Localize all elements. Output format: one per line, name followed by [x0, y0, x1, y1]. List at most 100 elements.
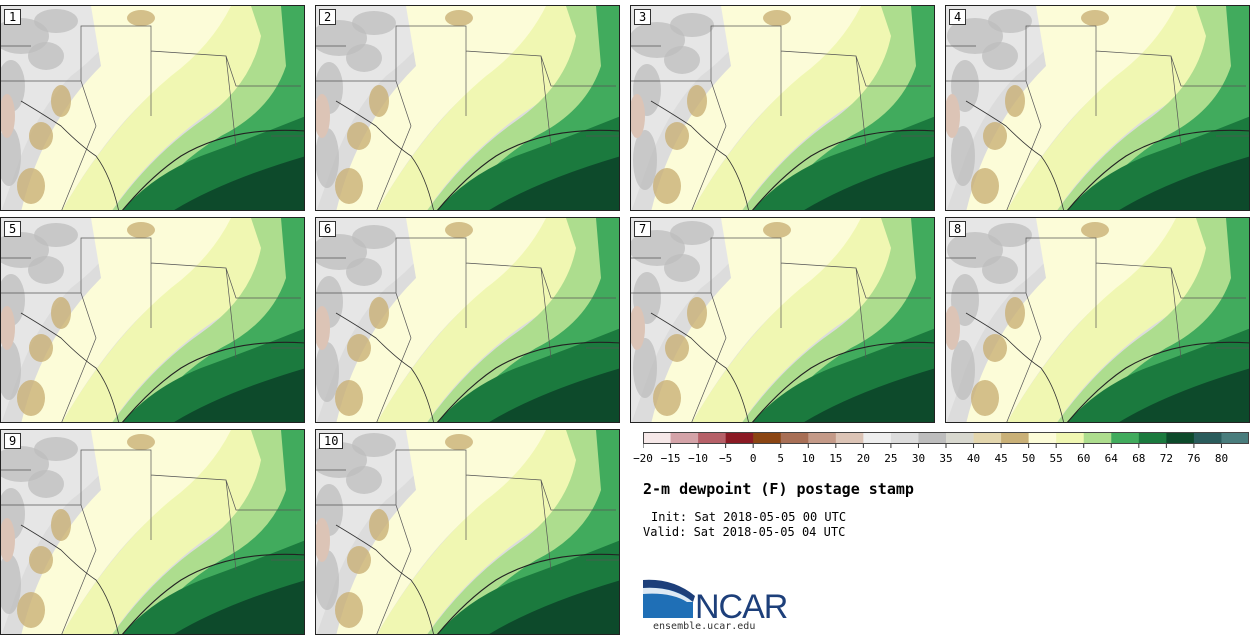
moisture-band	[62, 6, 304, 210]
moisture-band	[1057, 218, 1249, 422]
colorbar-tick-label: 20	[856, 452, 870, 465]
dry-region	[982, 256, 1018, 284]
colorbar-tick-label: 25	[884, 452, 898, 465]
colorbar-swatch	[1166, 432, 1195, 444]
moisture-band	[21, 6, 304, 210]
moisture-band	[1057, 6, 1249, 210]
moisture-band	[489, 156, 619, 210]
dry-region	[316, 128, 339, 188]
moisture-band	[1007, 218, 1249, 422]
moisture-band	[966, 6, 1249, 210]
colorbar-swatch	[643, 432, 671, 444]
dry-region	[352, 11, 396, 35]
tan-region	[347, 334, 371, 362]
dry-region	[34, 9, 78, 33]
moisture-band	[651, 218, 934, 422]
member-number: 4	[949, 9, 967, 25]
dry-region	[951, 60, 979, 112]
state-borders	[1, 25, 304, 210]
moisture-band	[112, 6, 304, 210]
colorbar-swatch	[753, 432, 782, 444]
tan-region	[347, 122, 371, 150]
very-dry-region	[1, 306, 15, 350]
tan-region	[335, 168, 363, 204]
colorbar-tick-label: 72	[1159, 452, 1173, 465]
state-borders	[946, 25, 1249, 210]
tan-region	[763, 10, 791, 26]
colorbar-tick-label: 30	[911, 452, 926, 465]
moisture-band	[174, 156, 304, 210]
very-dry-region	[316, 94, 330, 138]
colorbar-tick-label: −5	[719, 452, 733, 465]
tan-region	[445, 222, 473, 238]
coastline	[436, 341, 619, 422]
tan-region	[51, 509, 71, 541]
dry-region	[346, 258, 382, 286]
tan-region	[653, 168, 681, 204]
colorbar-swatch	[780, 432, 809, 444]
tan-region	[335, 380, 363, 416]
member-number: 8	[949, 221, 967, 237]
colorbar-tick-label: 5	[777, 452, 785, 465]
member-number: 1	[4, 9, 22, 25]
state-borders	[946, 237, 1249, 422]
dry-region	[951, 126, 975, 186]
dewpoint-map	[316, 218, 619, 422]
tan-region	[665, 334, 689, 362]
tan-region	[369, 297, 389, 329]
colorbar-tick-label: 10	[801, 452, 815, 465]
dry-region	[352, 225, 396, 249]
tan-region	[127, 222, 155, 238]
colorbar-tick-label: 15	[829, 452, 843, 465]
colorbar-swatch	[1083, 432, 1112, 444]
colorbar-swatch	[808, 432, 837, 444]
member-number: 7	[634, 221, 652, 237]
tan-region	[29, 122, 53, 150]
state-borders	[316, 25, 619, 210]
tan-region	[347, 546, 371, 574]
colorbar-swatch	[1138, 432, 1167, 444]
very-dry-region	[1, 518, 15, 562]
border-river	[20, 312, 119, 422]
dry-region	[988, 223, 1032, 247]
colorbar-tick-label: 64	[1104, 452, 1118, 465]
dry-region	[664, 46, 700, 74]
moisture-band	[946, 218, 1076, 422]
tan-region	[1081, 222, 1109, 238]
plot-title: 2-m dewpoint (F) postage stamp	[643, 480, 914, 498]
tan-region	[127, 10, 155, 26]
dry-region	[34, 223, 78, 247]
tan-region	[971, 380, 999, 416]
member-number: 3	[634, 9, 652, 25]
tan-region	[983, 334, 1007, 362]
border-river	[650, 312, 749, 422]
coastline	[121, 553, 304, 634]
tan-region	[17, 592, 45, 628]
dry-region	[34, 437, 78, 461]
dry-region	[670, 13, 714, 37]
moisture-band	[112, 218, 304, 422]
tan-region	[51, 297, 71, 329]
border-river	[335, 312, 434, 422]
moisture-band	[1119, 156, 1249, 210]
tan-region	[445, 10, 473, 26]
moisture-band	[489, 580, 619, 634]
colorbar-frame	[643, 432, 1249, 444]
very-dry-region	[631, 306, 645, 350]
very-dry-region	[946, 94, 960, 138]
moisture-band	[62, 218, 304, 422]
colorbar-tick-label: −15	[660, 452, 681, 465]
dry-region	[316, 550, 339, 610]
dry-region	[633, 130, 657, 190]
very-dry-region	[1, 94, 15, 138]
moisture-band	[692, 6, 934, 210]
colorbar-tick-label: −10	[688, 452, 709, 465]
coastline	[1066, 129, 1249, 210]
member-panel-7: 7	[630, 217, 935, 423]
colorbar-tick-label: 80	[1214, 452, 1229, 465]
moisture-band	[427, 430, 619, 634]
coastline	[436, 129, 619, 210]
dewpoint-map	[946, 218, 1249, 422]
coastline	[751, 129, 934, 210]
colorbar-tick-label: −20	[633, 452, 653, 465]
